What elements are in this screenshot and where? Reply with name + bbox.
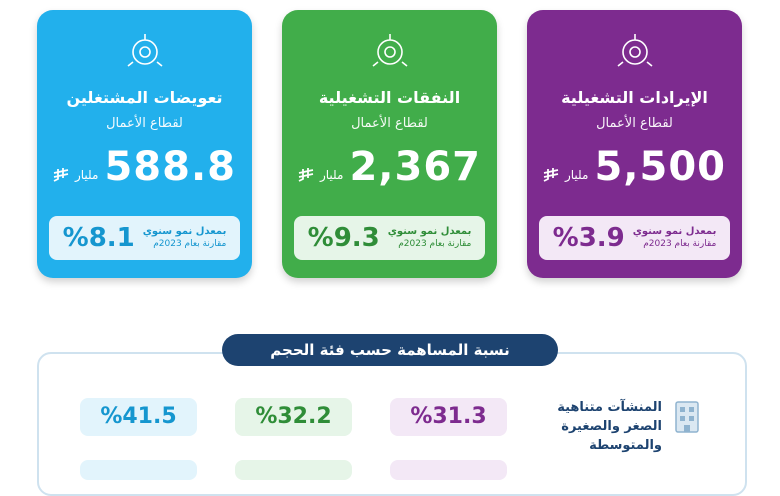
growth-note: مقارنة بعام 2023م — [398, 239, 472, 249]
card-subtitle: لقطاع الأعمال — [106, 116, 183, 131]
card-unit: مليار — [74, 168, 99, 182]
growth-value: %9.3 — [307, 223, 380, 253]
card-subtitle: لقطاع الأعمال — [351, 116, 428, 131]
card-title: تعويضات المشتغلين — [66, 88, 223, 107]
riyal-symbol — [543, 168, 559, 182]
value-row: 2,367 مليار — [282, 144, 497, 190]
card-value: 588.8 — [104, 144, 236, 190]
kpi-card: الإيرادات التشغيلية لقطاع الأعمال 5,500 ملي… — [527, 10, 742, 278]
pill-cut — [390, 460, 507, 480]
pill-cut — [80, 460, 197, 480]
card-subtitle: لقطاع الأعمال — [596, 116, 673, 131]
growth-value: %3.9 — [552, 223, 625, 253]
growth-labels: بمعدل نمو سنوي مقارنة بعام 2023م — [633, 226, 717, 250]
contribution-value: %31.3 — [390, 398, 507, 436]
card-icon — [372, 34, 408, 67]
contribution-title: نسبة المساهمة حسب فئة الحجم — [222, 334, 558, 366]
kpi-card: النفقات التشغيلية لقطاع الأعمال 2,367 مليار… — [282, 10, 497, 278]
card-title: النفقات التشغيلية — [318, 88, 461, 107]
card-icon — [617, 34, 653, 67]
growth-box: بمعدل نمو سنوي مقارنة بعام 2023م %8.1 — [49, 216, 240, 260]
growth-labels: بمعدل نمو سنوي مقارنة بعام 2023م — [388, 226, 472, 250]
kpi-card: تعويضات المشتغلين لقطاع الأعمال 588.8 مليار… — [37, 10, 252, 278]
growth-note: مقارنة بعام 2023م — [153, 239, 227, 249]
growth-box: بمعدل نمو سنوي مقارنة بعام 2023م %9.3 — [294, 216, 485, 260]
value-row: 5,500 مليار — [527, 144, 742, 190]
card-unit: مليار — [564, 168, 589, 182]
contribution-value: %41.5 — [80, 398, 197, 436]
card-unit: مليار — [319, 168, 344, 182]
riyal-symbol — [298, 168, 314, 182]
value-row: 588.8 مليار — [37, 144, 252, 190]
contribution-value: %32.2 — [235, 398, 352, 436]
growth-value: %8.1 — [62, 223, 135, 253]
card-title: الإيرادات التشغيلية — [561, 88, 708, 107]
card-value: 2,367 — [349, 144, 481, 190]
page: {"cards": [ {"title": "الإيرادات التشغيل… — [37, 10, 747, 496]
growth-box: بمعدل نمو سنوي مقارنة بعام 2023م %3.9 — [539, 216, 730, 260]
growth-labels: بمعدل نمو سنوي مقارنة بعام 2023م — [143, 226, 227, 250]
growth-label: بمعدل نمو سنوي — [632, 226, 717, 237]
growth-label: بمعدل نمو سنوي — [387, 226, 472, 237]
pill-cut — [235, 460, 352, 480]
growth-note: مقارنة بعام 2023م — [643, 239, 717, 249]
row-label: المنشآت متناهية الصغر والصغيرة والمتوسطة — [557, 400, 662, 453]
card-icon — [127, 34, 163, 67]
card-value: 5,500 — [594, 144, 726, 190]
growth-label: بمعدل نمو سنوي — [142, 226, 227, 237]
building-icon — [675, 401, 699, 433]
riyal-symbol — [53, 168, 69, 182]
